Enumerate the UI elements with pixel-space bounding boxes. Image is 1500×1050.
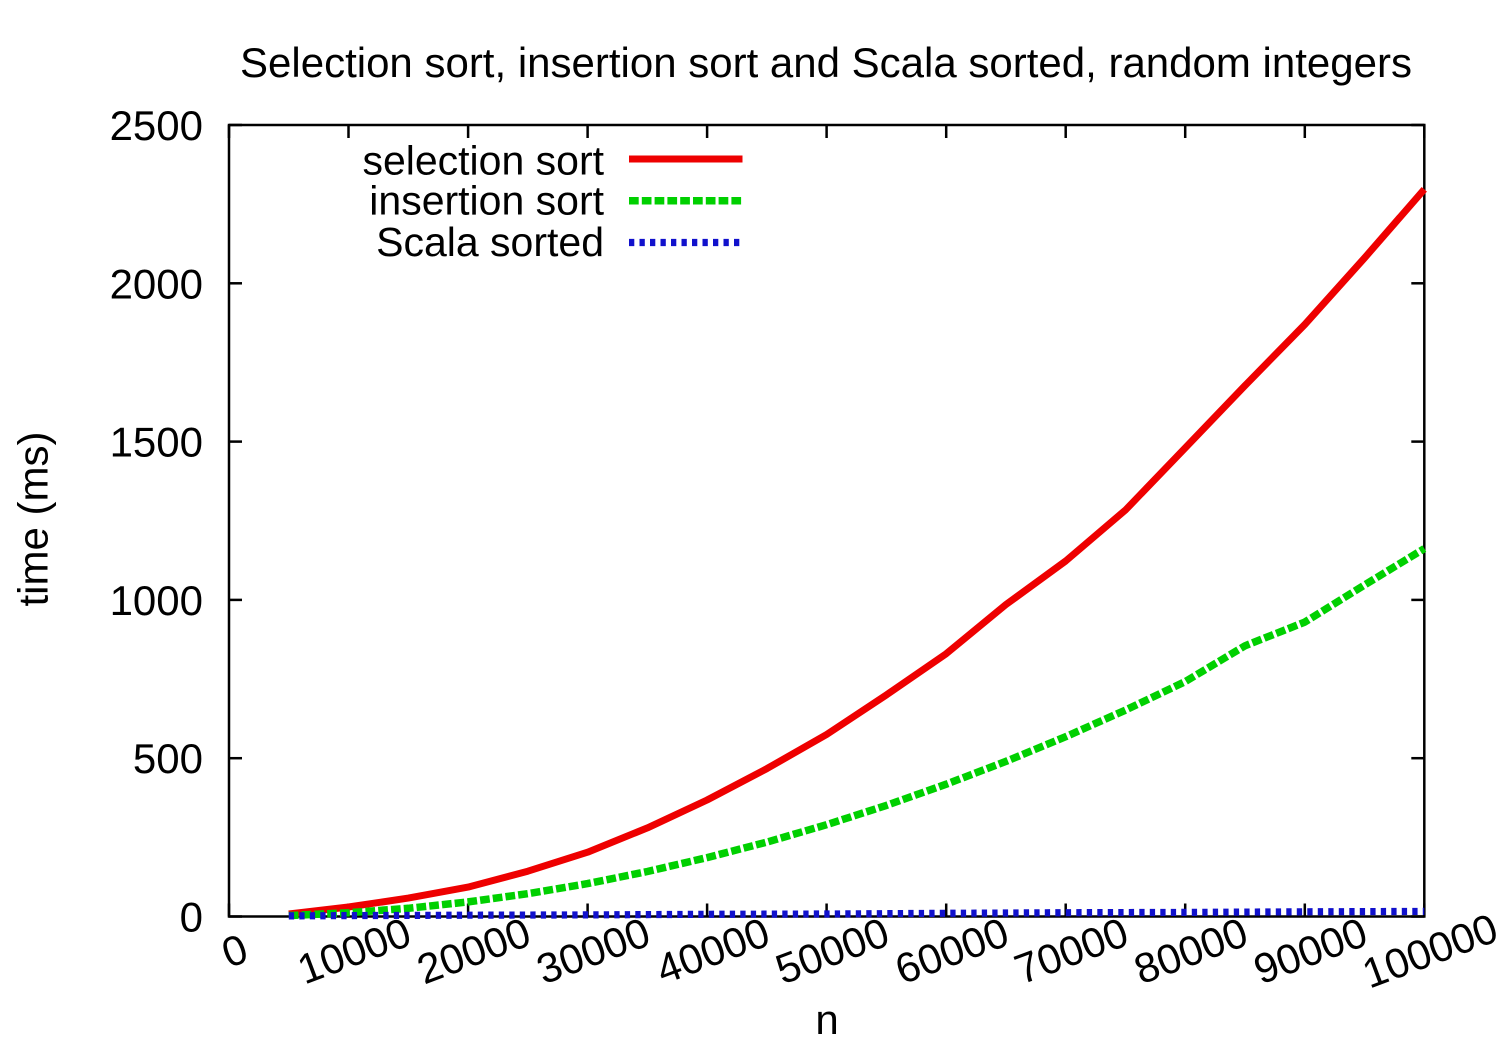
svg-text:Scala sorted: Scala sorted <box>376 219 604 265</box>
svg-text:1000: 1000 <box>110 577 203 624</box>
svg-text:insertion sort: insertion sort <box>369 178 604 224</box>
svg-text:time (ms): time (ms) <box>10 432 57 607</box>
svg-text:2500: 2500 <box>110 102 203 149</box>
svg-text:500: 500 <box>133 735 203 782</box>
svg-text:2000: 2000 <box>110 260 203 307</box>
svg-text:0: 0 <box>180 894 203 941</box>
svg-text:selection sort: selection sort <box>362 138 604 184</box>
svg-text:n: n <box>815 996 838 1043</box>
svg-text:1500: 1500 <box>110 419 203 466</box>
svg-text:Selection sort, insertion sort: Selection sort, insertion sort and Scala… <box>240 39 1412 86</box>
